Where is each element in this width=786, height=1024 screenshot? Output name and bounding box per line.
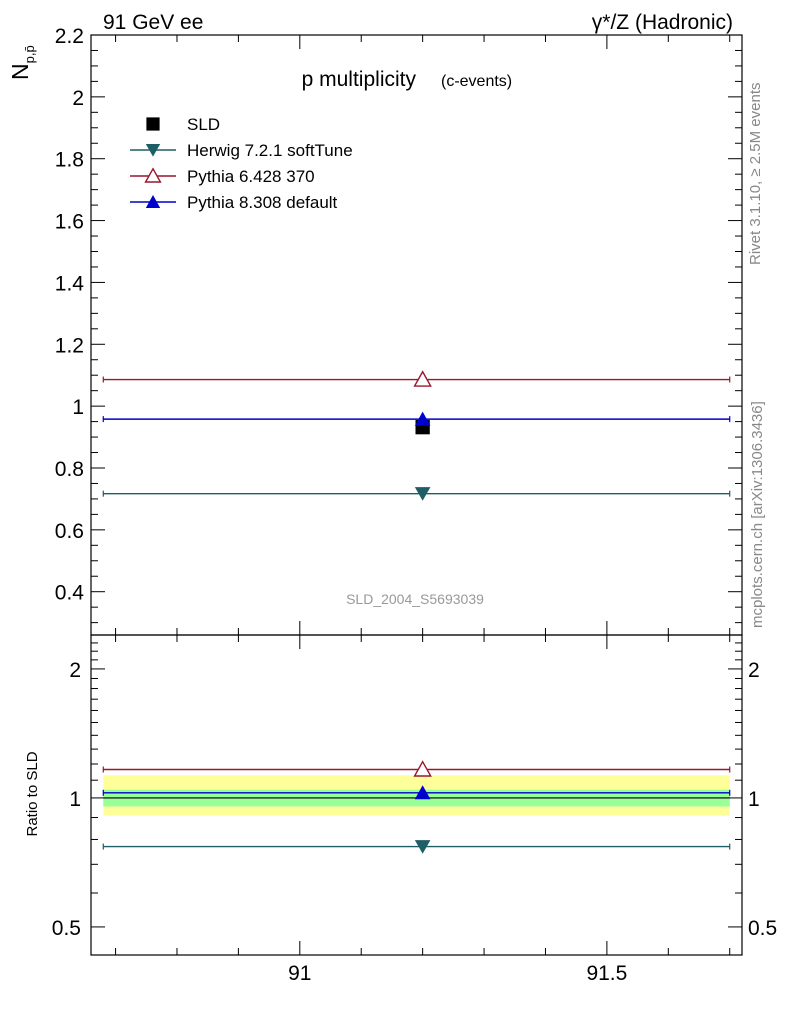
legend-entry: Herwig 7.2.1 softTune bbox=[130, 141, 353, 160]
y-tick-label: 2.2 bbox=[55, 25, 84, 48]
legend-marker bbox=[146, 117, 160, 131]
y-tick-label: 1.6 bbox=[55, 211, 84, 234]
y-tick-label: 1 bbox=[72, 396, 84, 419]
ratio-y-tick-label: 1 bbox=[69, 788, 81, 811]
ratio-y-tick-label: 2 bbox=[69, 659, 81, 682]
legend-label: Pythia 8.308 default bbox=[187, 193, 338, 212]
ratio-point bbox=[414, 785, 431, 800]
data-point bbox=[414, 487, 431, 501]
ratio-series-pythia-6-428-370 bbox=[102, 760, 731, 777]
series-pythia-8-308-default bbox=[102, 411, 731, 426]
y-tick-label: 1.2 bbox=[55, 334, 84, 357]
y-tick-label: 0.8 bbox=[55, 458, 84, 481]
legend: SLD Herwig 7.2.1 softTune Pythia 6.428 370… bbox=[130, 115, 353, 212]
data-point bbox=[413, 370, 432, 387]
y-tick-label: 2 bbox=[72, 87, 84, 110]
ratio-y-axis-label: Ratio to SLD bbox=[24, 751, 41, 836]
data-point bbox=[414, 411, 431, 426]
legend-entry: SLD bbox=[146, 115, 220, 134]
legend-label: Pythia 6.428 370 bbox=[187, 167, 315, 186]
legend-marker bbox=[145, 144, 161, 157]
svg-text:Np,p̄: Np,p̄ bbox=[7, 45, 37, 80]
ratio-point bbox=[413, 760, 432, 777]
rivet-label: Rivet 3.1.10, ≥ 2.5M events bbox=[747, 83, 764, 266]
ratio-y-tick-label: 0.5 bbox=[52, 917, 81, 940]
ratio-panel-frame bbox=[90, 634, 743, 956]
y-tick-label: 0.4 bbox=[55, 582, 85, 605]
main-y-axis-label: Np,p̄ bbox=[7, 45, 37, 80]
y-tick-label: 1.8 bbox=[55, 149, 84, 172]
ratio-series-pythia-8-308-default bbox=[102, 785, 731, 800]
process-label: γ*/Z (Hadronic) bbox=[592, 11, 733, 34]
mcplots-label: mcplots.cern.ch [arXiv:1306.3436] bbox=[749, 401, 766, 628]
x-tick-label: 91.5 bbox=[586, 962, 627, 985]
ratio-point bbox=[414, 840, 431, 854]
legend-entry: Pythia 8.308 default bbox=[130, 193, 338, 212]
y-tick-label: 1.4 bbox=[55, 272, 85, 295]
analysis-watermark: SLD_2004_S5693039 bbox=[346, 591, 484, 607]
main-panel: 0.4 0.6 0.8 1 1.2 1.4 1.6 1.8 2 2.2 p multiplicit… bbox=[7, 25, 743, 636]
x-tick-label: 91 bbox=[288, 962, 311, 985]
series-pythia-6-428-370 bbox=[102, 370, 731, 387]
legend-label: Herwig 7.2.1 softTune bbox=[187, 141, 353, 160]
y-tick-label: 0.6 bbox=[55, 520, 84, 543]
legend-label: SLD bbox=[187, 115, 220, 134]
ratio-y-tick-label-right: 1 bbox=[748, 788, 760, 811]
ratio-panel: 0.5 0.5 1 1 2 2 91 91.5 Ratio to SLD bbox=[24, 634, 777, 985]
main-subtitle: (c-events) bbox=[441, 73, 512, 90]
series-herwig-7-2-1-softtune bbox=[102, 487, 731, 501]
energy-label: 91 GeV ee bbox=[103, 11, 203, 34]
legend-marker bbox=[145, 195, 161, 208]
legend-entry: Pythia 6.428 370 bbox=[130, 167, 315, 186]
ratio-y-tick-label-right: 0.5 bbox=[748, 917, 777, 940]
ratio-series-herwig-7-2-1-softtune bbox=[102, 840, 731, 854]
ratio-y-tick-label-right: 2 bbox=[748, 659, 760, 682]
main-title: p multiplicity bbox=[302, 68, 417, 91]
legend-marker bbox=[144, 167, 162, 183]
